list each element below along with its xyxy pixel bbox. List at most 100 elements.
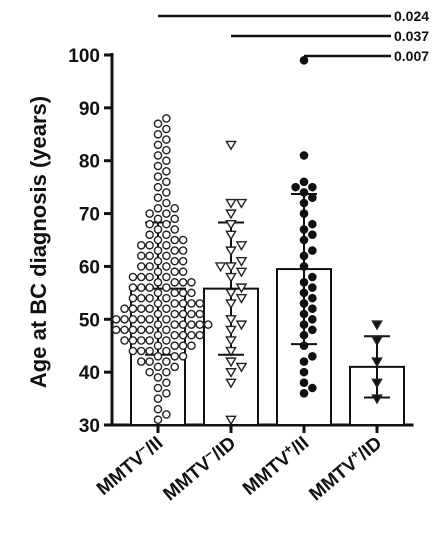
data-point <box>195 330 205 340</box>
data-point <box>153 320 163 329</box>
data-point <box>170 277 180 287</box>
data-point <box>170 267 180 277</box>
data-point <box>299 378 309 388</box>
data-point <box>225 299 237 310</box>
data-point <box>225 230 237 241</box>
data-point <box>145 209 154 218</box>
y-axis-label: Age at BC diagnosis (years) <box>26 96 51 388</box>
p-value-label: 0.024 <box>394 8 429 24</box>
x-category-label: MMTV+/ID <box>304 430 387 505</box>
data-point <box>225 315 237 326</box>
data-point <box>153 288 163 298</box>
data-point <box>162 135 171 144</box>
data-point <box>153 373 163 382</box>
data-point <box>153 404 163 414</box>
p-value-label: 0.007 <box>394 48 429 64</box>
data-point <box>299 235 309 245</box>
data-point <box>371 378 383 389</box>
data-point <box>170 235 180 245</box>
data-point <box>299 309 309 319</box>
data-point <box>128 314 138 324</box>
data-point <box>136 325 146 335</box>
data-point <box>187 330 196 340</box>
data-point <box>291 182 300 192</box>
data-point <box>162 304 171 314</box>
data-point <box>170 246 180 255</box>
data-point <box>178 235 188 245</box>
data-point <box>162 166 171 176</box>
data-point <box>170 214 180 224</box>
data-point <box>136 314 146 324</box>
data-point <box>225 140 237 151</box>
data-point <box>162 156 171 166</box>
data-point <box>235 293 248 304</box>
data-point <box>136 262 146 271</box>
data-point <box>162 367 171 377</box>
data-point <box>187 320 196 329</box>
data-point <box>178 351 188 361</box>
data-point <box>162 336 171 345</box>
data-point <box>111 314 121 324</box>
data-point <box>162 209 171 218</box>
data-point <box>170 309 180 319</box>
data-point <box>153 256 163 266</box>
data-point <box>178 277 188 287</box>
data-point <box>162 325 171 335</box>
data-point <box>371 357 383 368</box>
data-point <box>162 219 171 229</box>
data-point <box>128 346 138 356</box>
data-point <box>136 283 146 292</box>
data-point <box>145 272 154 282</box>
p-value-label: 0.037 <box>394 28 429 44</box>
data-point <box>153 172 163 181</box>
data-point <box>162 230 171 240</box>
data-point <box>145 251 154 261</box>
data-point <box>187 288 196 298</box>
data-point <box>170 351 180 361</box>
data-point <box>162 124 171 134</box>
data-point <box>195 320 205 329</box>
data-point <box>153 309 163 319</box>
data-point <box>153 140 163 150</box>
data-point <box>162 251 171 261</box>
data-point <box>308 193 317 203</box>
data-point <box>162 262 171 271</box>
data-point <box>299 225 309 234</box>
data-point <box>153 362 163 372</box>
data-point <box>299 341 309 351</box>
x-category-label: MMTV−/II <box>91 430 167 499</box>
data-point <box>145 230 154 240</box>
data-point <box>308 182 317 192</box>
data-point <box>153 161 163 171</box>
data-point <box>136 304 146 314</box>
data-point <box>299 288 309 298</box>
data-point <box>299 251 309 261</box>
data-point <box>235 283 248 294</box>
data-point <box>225 272 237 283</box>
data-point <box>128 283 138 292</box>
data-point <box>195 309 205 319</box>
data-point <box>136 293 146 303</box>
data-point <box>187 341 196 351</box>
data-point <box>225 367 237 378</box>
data-point <box>145 314 154 324</box>
data-point <box>299 299 309 308</box>
data-point <box>153 277 163 287</box>
data-point <box>225 336 237 347</box>
data-point <box>299 209 309 218</box>
data-point <box>145 336 154 345</box>
data-point <box>225 219 237 230</box>
data-point <box>153 193 163 203</box>
data-point <box>162 188 171 197</box>
data-point <box>153 246 163 255</box>
data-point <box>136 346 146 356</box>
data-point <box>203 320 213 329</box>
data-point <box>170 299 180 308</box>
data-point <box>136 357 146 366</box>
data-point <box>299 177 309 187</box>
data-point <box>178 341 188 351</box>
data-point <box>145 240 154 250</box>
data-point <box>153 351 163 361</box>
data-point <box>162 272 171 282</box>
